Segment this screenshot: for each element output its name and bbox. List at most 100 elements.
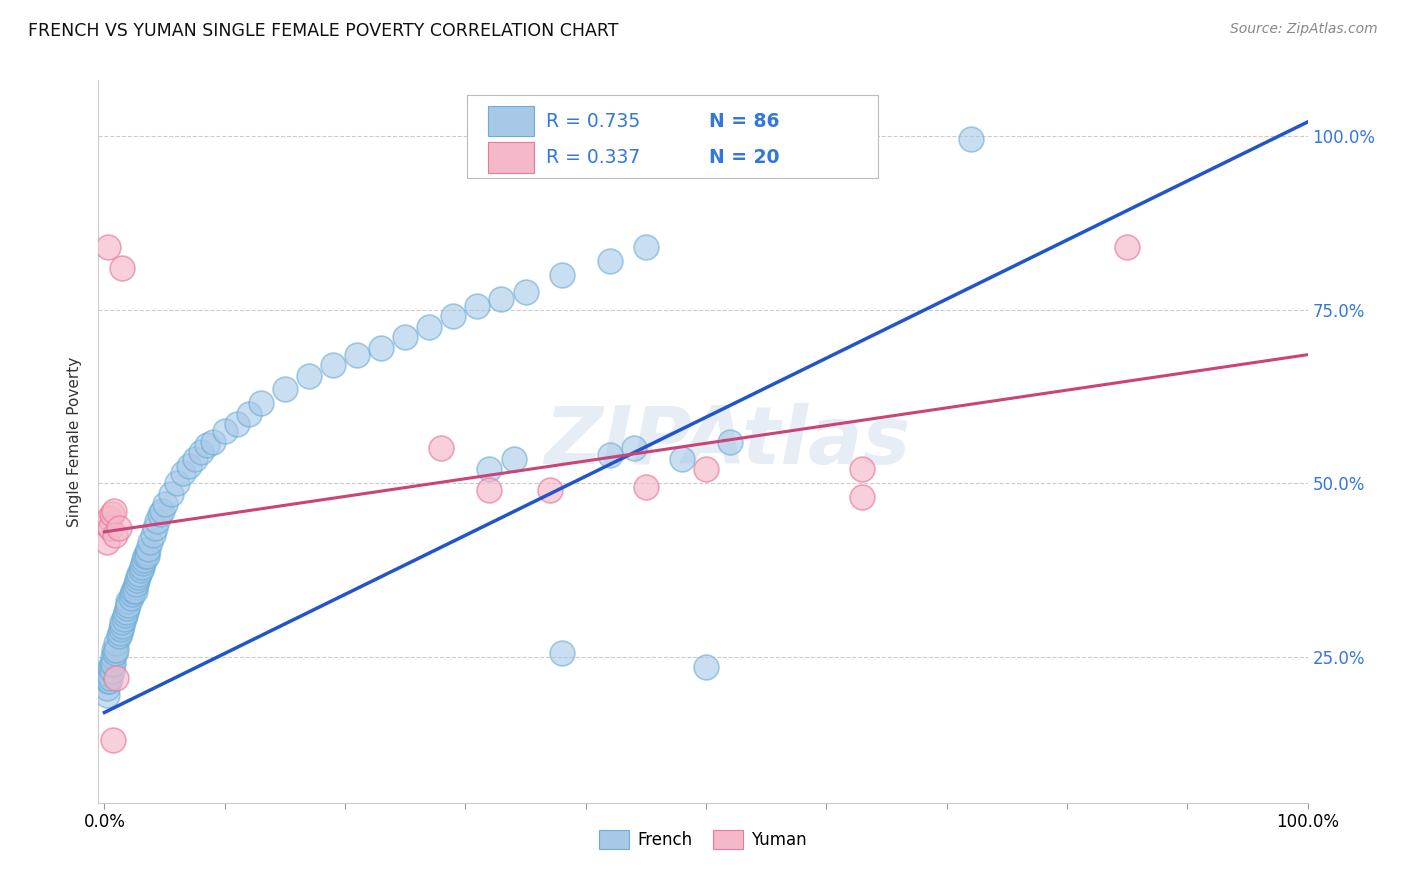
Point (121, 587, 143, 601)
Point (100, 664, 122, 678)
Point (134, 549, 156, 564)
Point (101, 649, 124, 664)
Point (201, 434, 224, 449)
Point (103, 504, 125, 518)
Point (110, 622, 132, 636)
Point (100, 657, 122, 671)
Point (105, 671, 128, 685)
Point (97, 517, 120, 532)
Point (98, 664, 121, 678)
Point (117, 598, 139, 612)
Point (101, 657, 124, 671)
Text: Source: ZipAtlas.com: Source: ZipAtlas.com (1230, 22, 1378, 37)
Point (125, 574, 148, 588)
Text: N = 86: N = 86 (709, 112, 779, 130)
Point (599, 449, 621, 463)
Point (695, 462, 717, 476)
Point (105, 643, 128, 657)
Point (114, 608, 136, 623)
Point (97, 674, 120, 689)
Point (146, 515, 169, 529)
Point (478, 483, 501, 498)
Point (634, 480, 657, 494)
Point (98, 674, 121, 689)
Point (394, 330, 416, 344)
Point (274, 383, 297, 397)
Point (599, 253, 621, 268)
Point (96, 688, 118, 702)
Point (111, 260, 134, 275)
Point (112, 612, 135, 626)
Point (125, 577, 148, 591)
Point (491, 292, 513, 306)
Point (1116, 240, 1139, 254)
Point (298, 368, 321, 383)
Point (139, 535, 162, 549)
Point (322, 358, 344, 372)
Point (100, 521, 122, 535)
Point (550, 647, 572, 661)
Point (502, 451, 524, 466)
Point (98, 511, 121, 525)
Point (142, 528, 165, 542)
Point (634, 240, 657, 254)
Text: FRENCH VS YUMAN SINGLE FEMALE POVERTY CORRELATION CHART: FRENCH VS YUMAN SINGLE FEMALE POVERTY CO… (28, 22, 619, 40)
Point (418, 319, 440, 334)
Point (143, 521, 166, 535)
Bar (488, 143, 534, 173)
Point (127, 570, 149, 584)
Point (108, 521, 131, 535)
Point (441, 310, 464, 324)
Point (370, 341, 392, 355)
Point (128, 566, 150, 581)
Point (430, 442, 453, 456)
Point (100, 671, 122, 685)
Point (124, 583, 146, 598)
Point (467, 299, 489, 313)
Y-axis label: Single Female Poverty: Single Female Poverty (67, 357, 83, 526)
Point (120, 591, 142, 605)
Point (104, 528, 127, 542)
Point (478, 462, 501, 476)
Point (108, 625, 131, 640)
Point (538, 483, 561, 498)
FancyBboxPatch shape (467, 95, 879, 178)
Point (100, 508, 122, 522)
Text: R = 0.735: R = 0.735 (546, 112, 640, 130)
Point (129, 563, 152, 577)
Point (132, 556, 155, 570)
Point (225, 417, 247, 432)
Bar (488, 106, 534, 136)
Text: N = 20: N = 20 (709, 148, 779, 167)
Point (98, 667, 121, 681)
Point (103, 643, 125, 657)
Point (718, 434, 741, 449)
Point (214, 424, 236, 438)
Point (101, 733, 124, 747)
Point (117, 601, 139, 615)
Point (97, 671, 120, 685)
Point (149, 508, 172, 522)
Legend: French, Yuman: French, Yuman (592, 823, 814, 856)
Point (117, 594, 139, 608)
Point (177, 458, 200, 473)
Point (695, 660, 717, 674)
Point (153, 497, 176, 511)
Point (159, 486, 181, 500)
Point (122, 583, 145, 598)
Point (671, 451, 693, 466)
Point (190, 445, 212, 459)
Point (250, 396, 273, 410)
Point (124, 581, 146, 595)
Point (172, 466, 194, 480)
Point (111, 618, 134, 632)
Point (195, 438, 218, 452)
Point (183, 451, 205, 466)
Point (150, 504, 173, 518)
Point (346, 348, 368, 362)
Point (111, 615, 134, 630)
Point (108, 629, 131, 643)
Point (97, 240, 120, 254)
Point (851, 490, 873, 504)
Point (166, 476, 188, 491)
